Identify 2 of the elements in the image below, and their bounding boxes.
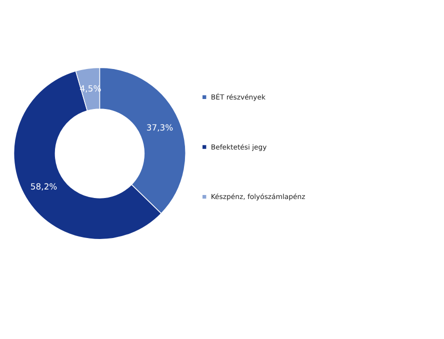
- data-label: 58,2%: [30, 181, 58, 192]
- data-label: 37,3%: [146, 122, 174, 132]
